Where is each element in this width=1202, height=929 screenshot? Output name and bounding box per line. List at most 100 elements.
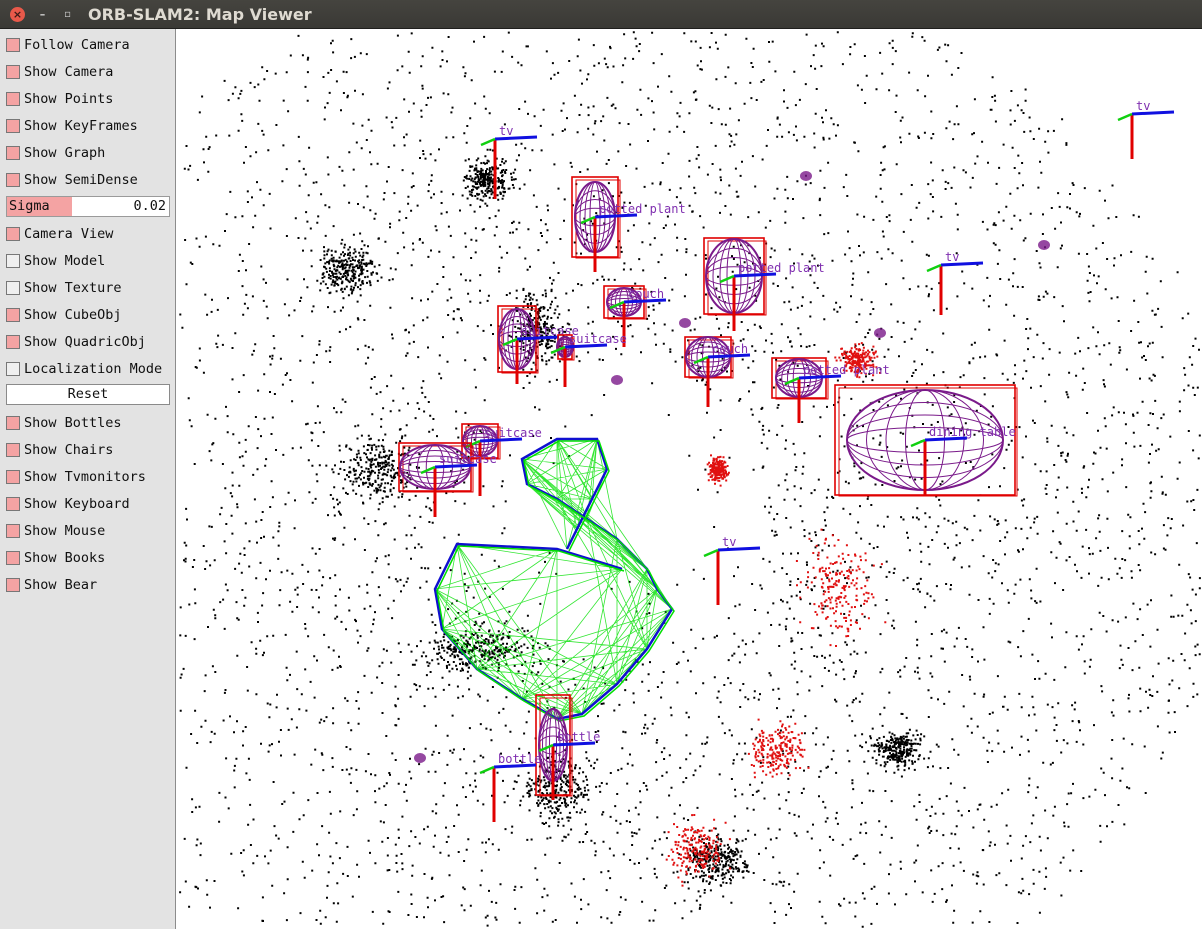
detected-object: tv	[703, 535, 761, 605]
object-axis-x	[707, 353, 751, 359]
checkbox-box[interactable]	[6, 92, 20, 106]
checkbox-box[interactable]	[6, 470, 20, 484]
checkbox-show-mouse[interactable]: Show Mouse	[6, 521, 105, 541]
checkbox-box[interactable]	[6, 308, 20, 322]
reference-points	[665, 342, 887, 887]
checkbox-box[interactable]	[6, 254, 20, 268]
title-bar: × – ▫ ORB-SLAM2: Map Viewer	[0, 0, 1202, 29]
detected-object: suitcase	[550, 332, 627, 387]
checkbox-label: Show Books	[24, 550, 106, 566]
object-axis-x	[516, 335, 560, 341]
object-axis-x	[479, 437, 523, 443]
checkbox-label: Show Bear	[24, 577, 98, 593]
checkbox-label: Show CubeObj	[24, 307, 122, 323]
object-label: potted plant	[803, 363, 890, 377]
object-axis-x	[1131, 110, 1175, 116]
cube-object-box-back	[707, 240, 767, 316]
close-window-button[interactable]: ×	[10, 7, 25, 22]
checkbox-camera-view[interactable]: Camera View	[6, 224, 113, 244]
object-label: potted plant	[599, 202, 686, 216]
object-axis-x	[494, 135, 538, 141]
detected-object: couch	[684, 336, 751, 407]
checkbox-show-camera[interactable]: Show Camera	[6, 62, 113, 82]
object-label: tv	[1136, 99, 1150, 113]
checkbox-show-keyboard[interactable]: Show Keyboard	[6, 494, 130, 514]
checkbox-label: Show Mouse	[24, 523, 106, 539]
checkbox-box[interactable]	[6, 362, 20, 376]
checkbox-show-books[interactable]: Show Books	[6, 548, 105, 568]
checkbox-box[interactable]	[6, 578, 20, 592]
detected-object: potted plant	[703, 237, 825, 331]
checkbox-box[interactable]	[6, 173, 20, 187]
checkbox-show-model[interactable]: Show Model	[6, 251, 105, 271]
object-label: bottle	[498, 752, 541, 766]
checkbox-show-bear[interactable]: Show Bear	[6, 575, 97, 595]
detected-object: bottle	[535, 694, 600, 800]
checkbox-box[interactable]	[6, 119, 20, 133]
checkbox-box[interactable]	[6, 65, 20, 79]
object-axis-y	[580, 215, 596, 225]
checkbox-label: Follow Camera	[24, 37, 130, 53]
object-label: tv	[945, 250, 959, 264]
sigma-value: 0.02	[133, 198, 166, 214]
object-label: couch	[628, 287, 664, 301]
map-points-cloud	[179, 31, 1201, 928]
checkbox-show-points[interactable]: Show Points	[6, 89, 113, 109]
object-axis-y	[703, 548, 719, 558]
object-label: tv	[722, 535, 736, 549]
checkbox-show-semidense[interactable]: Show SemiDense	[6, 170, 138, 190]
checkbox-box[interactable]	[6, 335, 20, 349]
checkbox-label: Show Points	[24, 91, 114, 107]
object-axis-x	[552, 741, 596, 747]
checkbox-box[interactable]	[6, 38, 20, 52]
checkbox-localization-mode[interactable]: Localization Mode	[6, 359, 162, 379]
checkbox-box[interactable]	[6, 524, 20, 538]
checkbox-show-keyframes[interactable]: Show KeyFrames	[6, 116, 138, 136]
checkbox-label: Show Tvmonitors	[24, 469, 146, 485]
checkbox-show-tvmonitors[interactable]: Show Tvmonitors	[6, 467, 146, 487]
minimize-window-button[interactable]: –	[39, 8, 46, 21]
maximize-window-button[interactable]: ▫	[64, 9, 71, 20]
checkbox-box[interactable]	[6, 416, 20, 430]
checkbox-box[interactable]	[6, 146, 20, 160]
object-axis-y	[693, 355, 709, 365]
small-quadric	[611, 375, 623, 385]
checkbox-box[interactable]	[6, 281, 20, 295]
object-axis-y	[926, 263, 942, 273]
map-view-canvas[interactable]: tv potted plant potted plant couch suitcase s…	[177, 29, 1202, 929]
object-axis-y	[550, 345, 566, 355]
small-quadric	[679, 318, 691, 328]
object-axis-x	[493, 763, 537, 769]
sigma-slider[interactable]: Sigma 0.02	[6, 196, 170, 217]
checkbox-box[interactable]	[6, 443, 20, 457]
checkbox-box[interactable]	[6, 497, 20, 511]
checkbox-show-cubeobj[interactable]: Show CubeObj	[6, 305, 122, 325]
sigma-slider-fill	[7, 197, 72, 216]
object-axis-y	[719, 274, 735, 284]
checkbox-box[interactable]	[6, 227, 20, 241]
checkbox-label: Show Graph	[24, 145, 106, 161]
checkbox-show-graph[interactable]: Show Graph	[6, 143, 105, 163]
keyframe-trajectory	[433, 437, 674, 721]
checkbox-show-bottles[interactable]: Show Bottles	[6, 413, 122, 433]
small-quadric	[414, 753, 426, 763]
object-axis-y	[479, 765, 495, 775]
object-label: suitcase	[569, 332, 627, 346]
detected-object: potted plant	[771, 357, 890, 423]
object-label: couch	[712, 342, 748, 356]
checkbox-label: Localization Mode	[24, 361, 163, 377]
checkbox-follow-camera[interactable]: Follow Camera	[6, 35, 130, 55]
reset-button[interactable]: Reset	[6, 384, 170, 405]
checkbox-box[interactable]	[6, 551, 20, 565]
object-axis-x	[798, 374, 842, 380]
object-axis-x	[623, 298, 667, 304]
checkbox-show-texture[interactable]: Show Texture	[6, 278, 122, 298]
checkbox-label: Show Model	[24, 253, 106, 269]
object-label: tv	[499, 124, 513, 138]
checkbox-label: Show Camera	[24, 64, 114, 80]
checkbox-show-quadricobj[interactable]: Show QuadricObj	[6, 332, 146, 352]
checkbox-show-chairs[interactable]: Show Chairs	[6, 440, 113, 460]
small-quadric	[1038, 240, 1050, 250]
checkbox-label: Show Texture	[24, 280, 122, 296]
